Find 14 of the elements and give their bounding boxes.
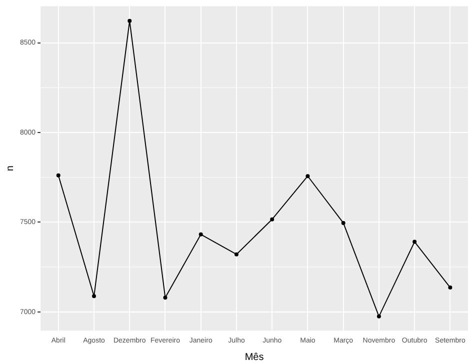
point bbox=[376, 314, 381, 318]
point bbox=[306, 174, 310, 178]
point bbox=[412, 240, 417, 244]
point bbox=[341, 220, 346, 225]
point bbox=[92, 294, 96, 298]
point bbox=[163, 296, 168, 300]
point bbox=[448, 286, 452, 290]
point bbox=[128, 18, 132, 23]
point bbox=[198, 232, 203, 236]
y-axis-title: n bbox=[4, 166, 16, 172]
point bbox=[270, 217, 274, 222]
point bbox=[56, 173, 60, 178]
x-axis-title: Mês bbox=[244, 352, 264, 363]
point bbox=[234, 252, 238, 256]
